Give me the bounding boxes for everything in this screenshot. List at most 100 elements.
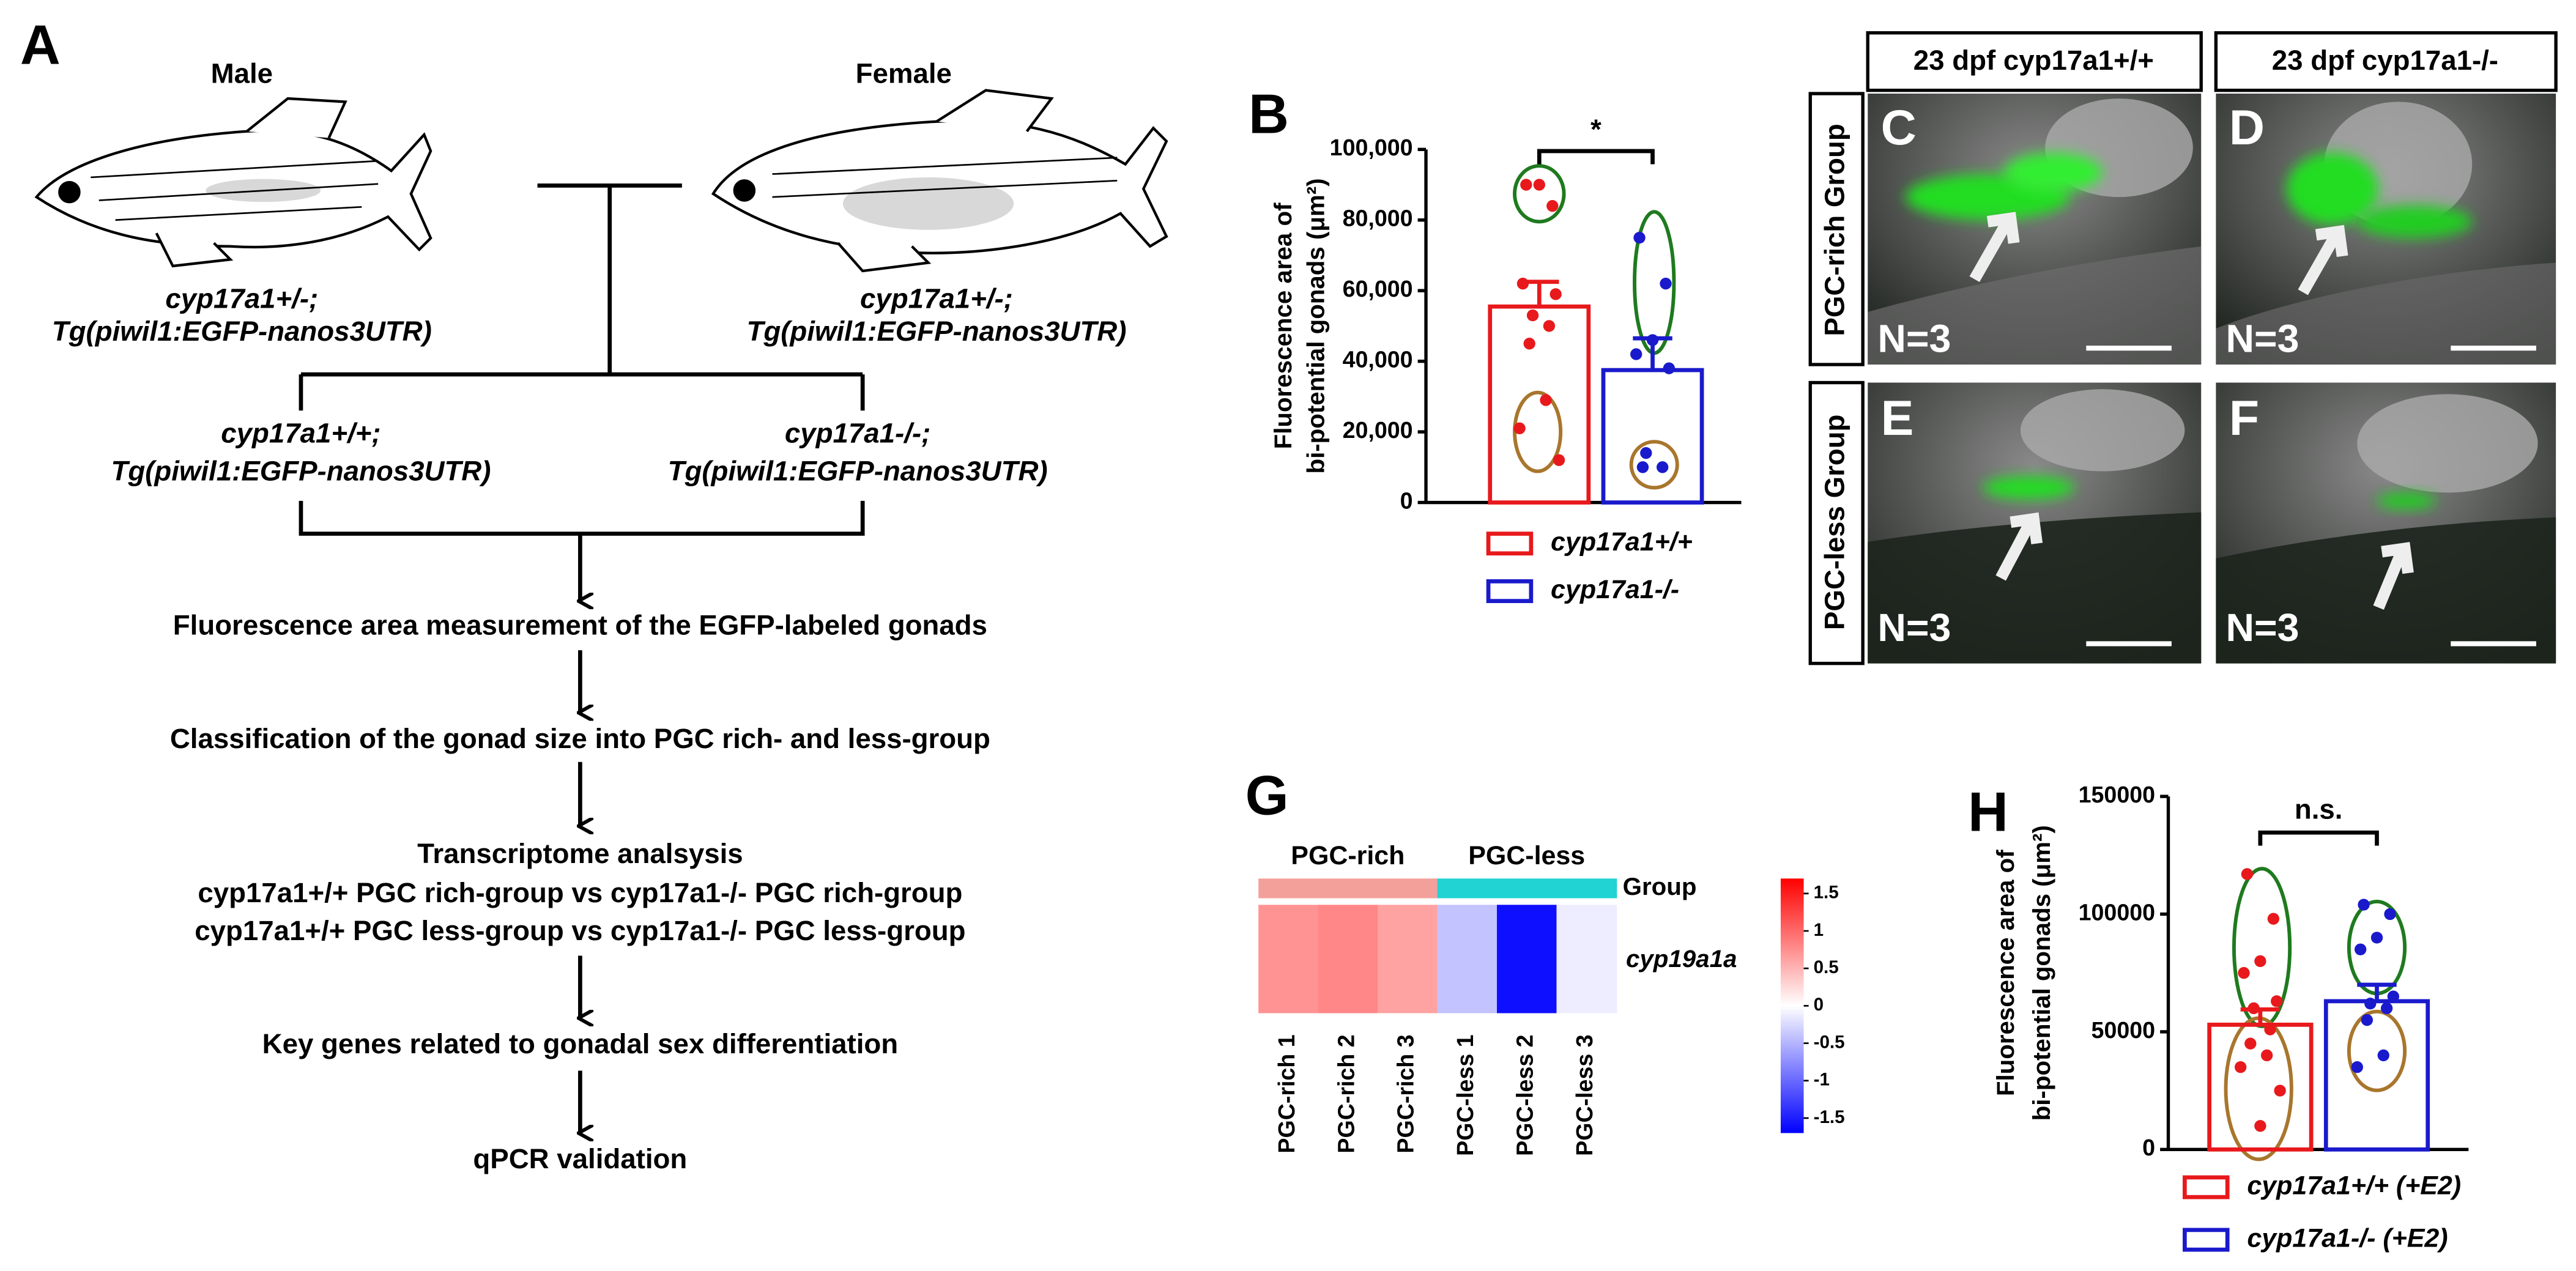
- group-cell: [1318, 878, 1379, 899]
- panel-label: A: [20, 14, 61, 76]
- step: cyp17a1+/+ PGC rich-group vs cyp17a1-/- …: [198, 877, 962, 908]
- y-axis-label: Fluorescence area of: [1269, 202, 1297, 449]
- data-point: [2274, 1084, 2286, 1097]
- significance-bracket: [1537, 149, 1655, 165]
- data-point: [1540, 394, 1552, 406]
- row-header-box: [1808, 380, 1865, 665]
- sex-label: Female: [856, 58, 952, 89]
- data-point: [2354, 943, 2367, 955]
- heat-cell: [1437, 905, 1498, 1013]
- group-cell: [1437, 878, 1498, 899]
- data-point: [2380, 1002, 2393, 1015]
- data-point: [2271, 995, 2283, 1007]
- y-tick-label: 0: [1400, 487, 1413, 513]
- group-cell: [1497, 878, 1557, 899]
- n-label: N=3: [2225, 606, 2299, 650]
- data-point: [2387, 990, 2400, 1002]
- legend-label: cyp17a1-/- (+E2): [2247, 1223, 2448, 1253]
- step: cyp17a1+/+ PGC less-group vs cyp17a1-/- …: [195, 915, 965, 946]
- data-point: [1543, 320, 1556, 332]
- significance-label: n.s.: [2295, 793, 2343, 824]
- data-point: [1660, 277, 1672, 290]
- significance-label: *: [1591, 114, 1602, 145]
- data-point: [1553, 454, 1565, 466]
- heat-cell: [1556, 905, 1617, 1013]
- transgene: Tg(piwil1:EGFP-nanos3UTR): [746, 316, 1126, 347]
- legend-swatch: [1486, 532, 1534, 556]
- transgene: Tg(piwil1:EGFP-nanos3UTR): [52, 316, 432, 347]
- row-header: PGC-rich Group: [1819, 124, 1850, 336]
- column-header: 23 dpf cyp17a1-/-: [2272, 45, 2498, 76]
- data-point: [1646, 334, 1659, 346]
- colorbar: [1780, 878, 1804, 1133]
- data-point: [1633, 231, 1646, 244]
- data-point: [1550, 288, 1562, 300]
- data-point: [2377, 1049, 2389, 1062]
- column-header: 23 dpf cyp17a1+/+: [1913, 45, 2154, 76]
- panel-label: G: [1245, 765, 1289, 827]
- y-tick-label: 60,000: [1343, 276, 1413, 302]
- data-point: [2264, 1023, 2276, 1036]
- panel-label: H: [1968, 780, 2008, 843]
- data-point: [1640, 447, 1652, 459]
- data-point: [1630, 348, 1642, 360]
- data-point: [2241, 868, 2254, 880]
- row-header: PGC-less Group: [1819, 415, 1850, 630]
- step: Classification of the gonad size into PG…: [170, 723, 990, 754]
- y-tick-label: 50000: [2092, 1017, 2156, 1043]
- y-axis-label: Fluorescence area of: [1992, 850, 2019, 1096]
- y-tick-label: 100000: [2079, 899, 2155, 925]
- sex-label: Male: [211, 58, 273, 89]
- data-point: [2244, 1037, 2257, 1050]
- x-tick-label: PGC-less 1: [1452, 1034, 1478, 1155]
- significance-bracket: [2258, 830, 2379, 846]
- data-point: [2234, 1061, 2247, 1073]
- y-tick-label: 100,000: [1330, 135, 1413, 160]
- x-tick-label: PGC-rich 2: [1333, 1034, 1359, 1153]
- genotype: cyp17a1-/-;: [785, 418, 930, 449]
- data-point: [2254, 955, 2266, 968]
- y-tick-label: 0: [2142, 1135, 2155, 1160]
- row-label: Group: [1623, 873, 1697, 900]
- data-point: [1523, 338, 1535, 350]
- male-fish: [34, 97, 432, 268]
- y-tick-label: 20,000: [1343, 417, 1413, 443]
- legend-label: cyp17a1-/-: [1551, 575, 1679, 604]
- x-tick-label: PGC-rich 3: [1393, 1034, 1419, 1153]
- y-axis-label: bi-potential gonads (μm²): [1302, 178, 1329, 473]
- n-label: N=3: [1877, 316, 1951, 360]
- genotype: cyp17a1+/+;: [221, 418, 380, 449]
- data-point: [2361, 1014, 2374, 1026]
- group-label: PGC-less: [1468, 841, 1585, 870]
- panel-label: C: [1881, 100, 1917, 155]
- data-point: [1533, 179, 1545, 191]
- y-axis-label: bi-potential gonads (μm²): [2028, 825, 2055, 1121]
- data-point: [1516, 277, 1529, 290]
- female-fish: [711, 89, 1168, 273]
- data-point: [2370, 932, 2383, 944]
- row-label: cyp19a1a: [1626, 945, 1737, 973]
- heat-cell: [1378, 905, 1438, 1013]
- step: Key genes related to gonadal sex differe…: [262, 1028, 898, 1059]
- legend-label: cyp17a1+/+ (+E2): [2247, 1171, 2461, 1200]
- data-point: [1663, 362, 1676, 374]
- micrograph: E N=3: [1868, 382, 2202, 664]
- step: Fluorescence area measurement of the EGF…: [173, 610, 987, 641]
- panel-label: B: [1249, 83, 1289, 145]
- y-tick-label: 150000: [2079, 782, 2155, 807]
- row-header-box: [1808, 92, 1865, 366]
- group-cell: [1378, 878, 1438, 899]
- cross-lines: [299, 183, 865, 411]
- data-point: [2384, 908, 2396, 921]
- data-point: [1636, 461, 1649, 473]
- heat-cell: [1258, 905, 1319, 1013]
- transgene: Tg(piwil1:EGFP-nanos3UTR): [668, 455, 1048, 486]
- legend-label: cyp17a1+/+: [1551, 527, 1693, 557]
- micrograph: D N=3: [2216, 94, 2556, 365]
- group-cell: [1556, 878, 1617, 899]
- data-point: [2358, 899, 2370, 911]
- data-point: [2260, 1049, 2273, 1062]
- data-point: [1513, 422, 1526, 434]
